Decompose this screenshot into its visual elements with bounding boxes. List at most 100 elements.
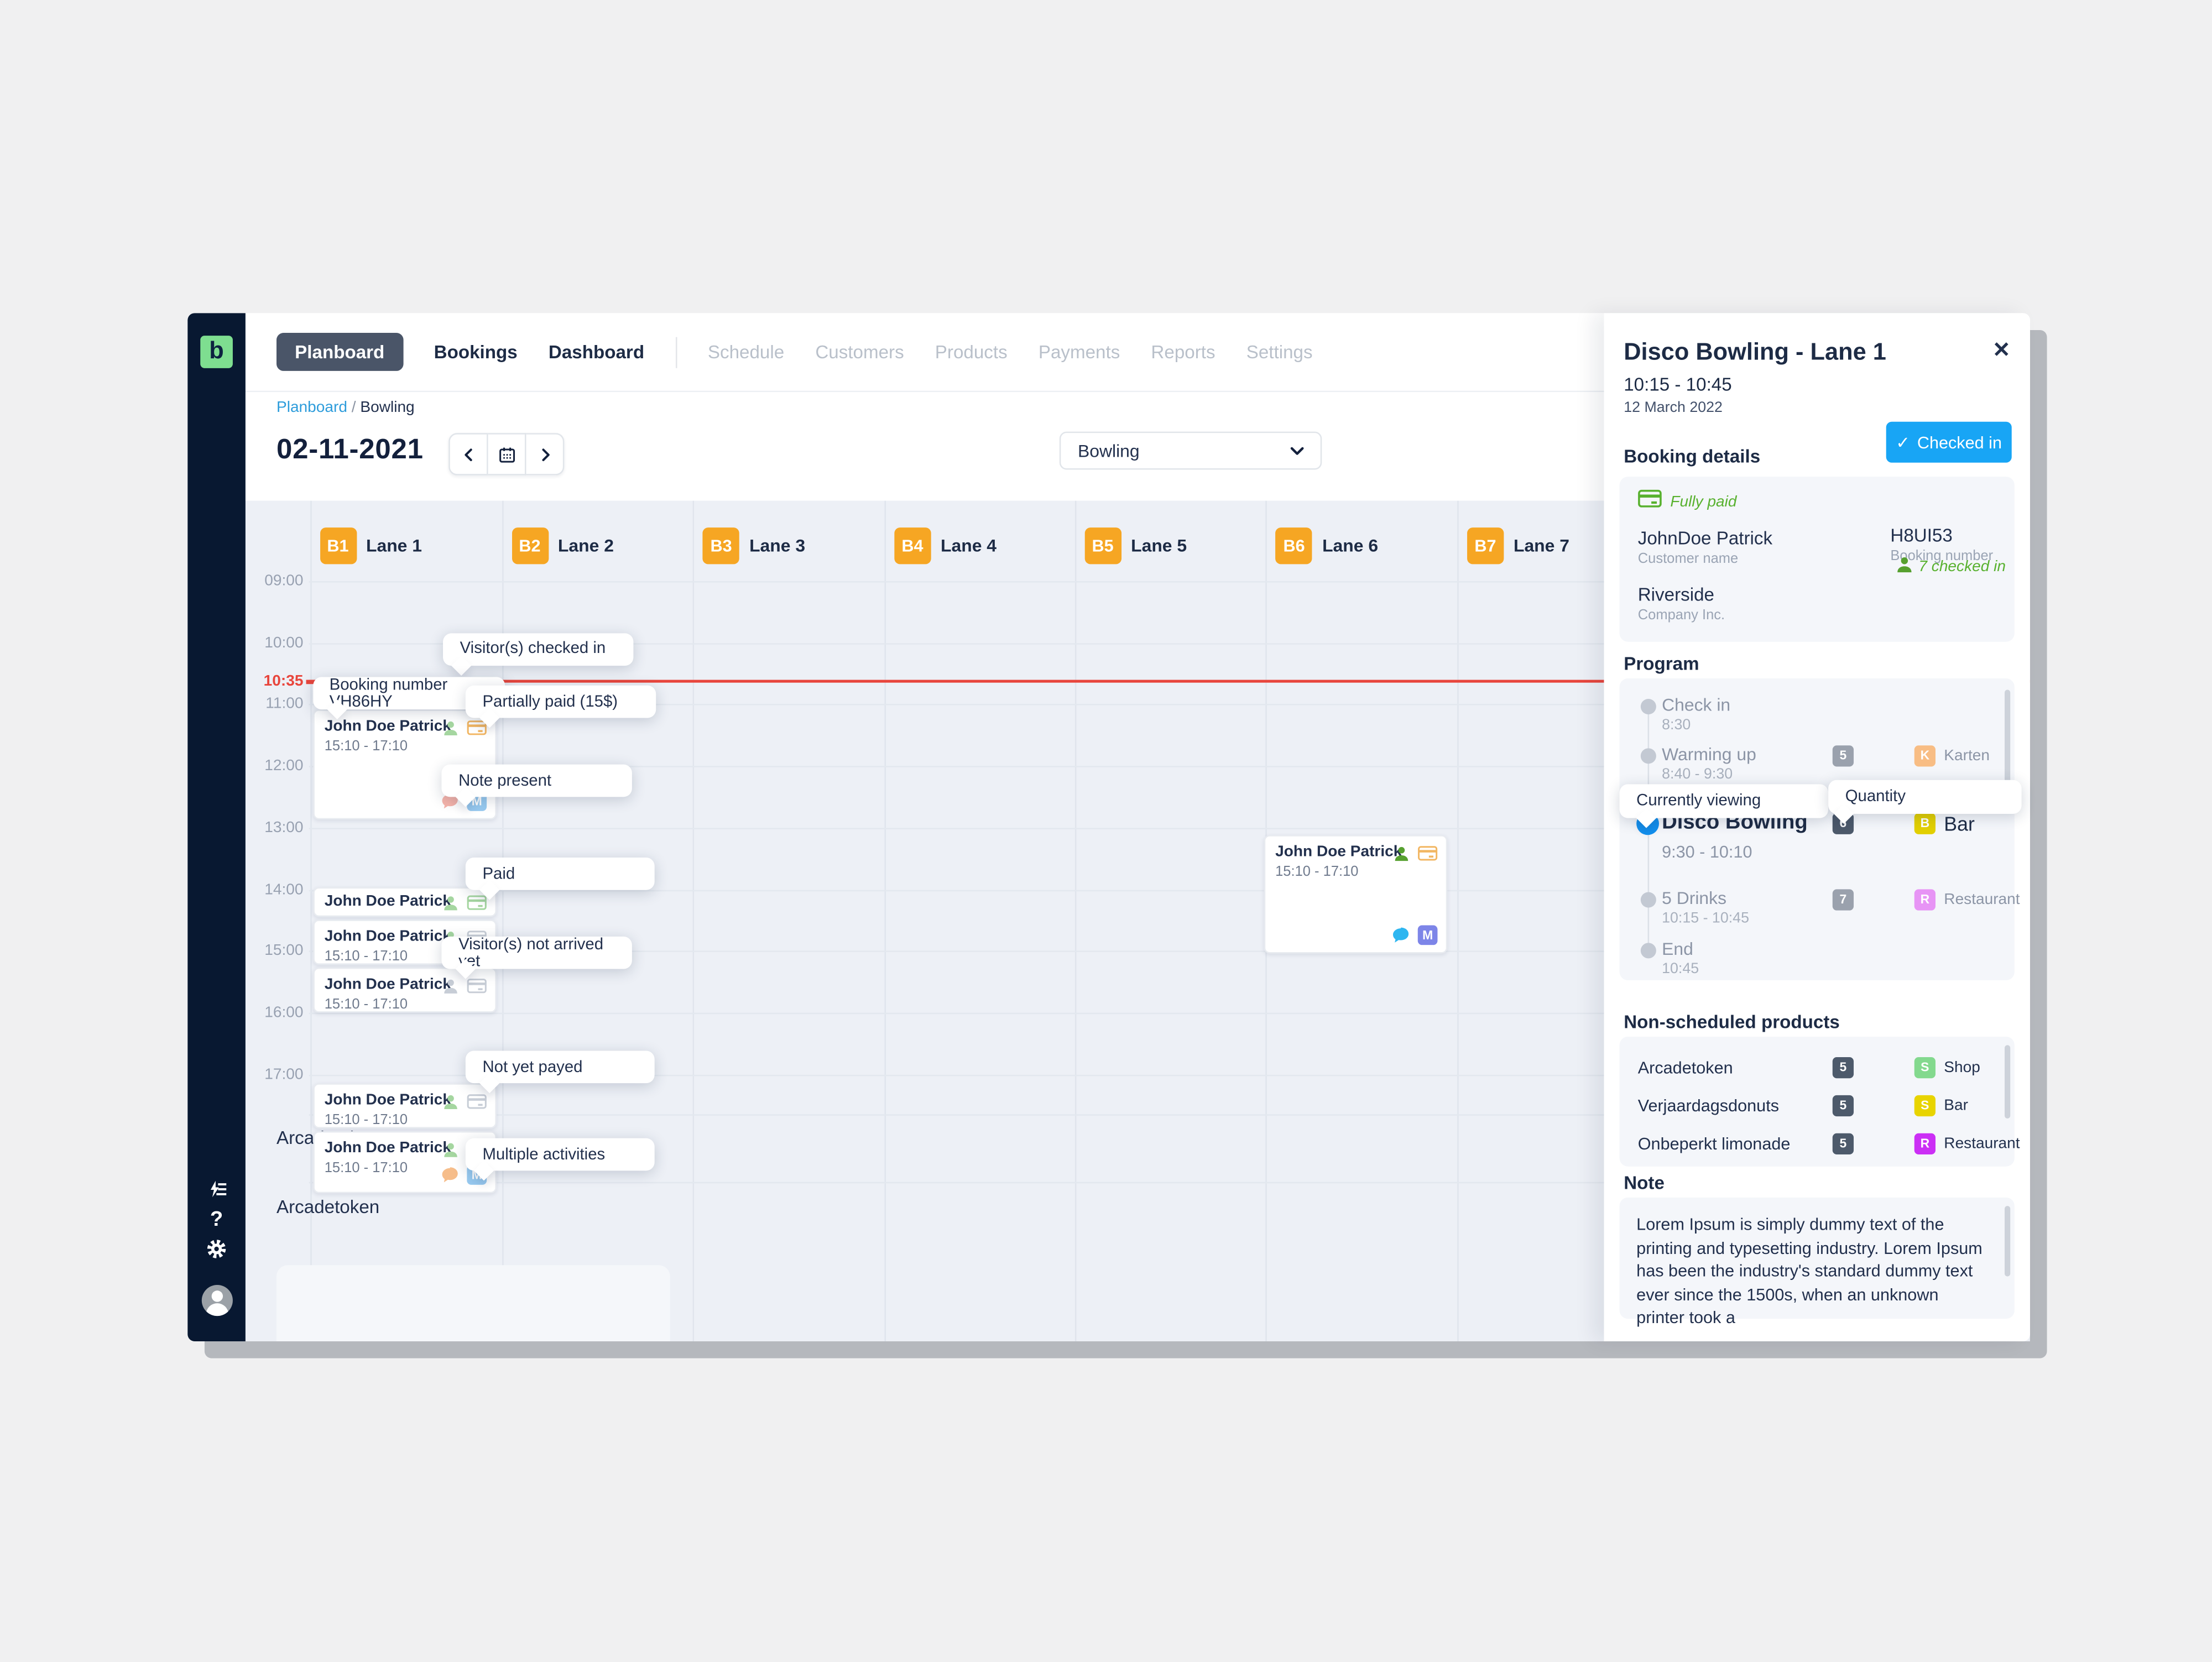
customer-name: JohnDoe Patrick <box>1637 527 1773 549</box>
next-day-button[interactable] <box>526 433 565 475</box>
scrollbar-thumb[interactable] <box>2004 689 2011 806</box>
settings-gear-icon[interactable] <box>187 1238 246 1267</box>
booking-customer: John Doe Patrick <box>324 976 451 993</box>
booking-customer: John Doe Patrick <box>324 1091 451 1109</box>
tab-dashboard[interactable]: Dashboard <box>548 341 645 363</box>
program-step-time: 9:30 - 10:10 <box>1662 842 1752 862</box>
date-navigation <box>448 433 565 475</box>
lane-label: Lane 6 <box>1322 536 1379 556</box>
program-heading: Program <box>1624 653 1699 675</box>
lane-badge: B7 <box>1467 527 1504 565</box>
note-card: Lorem Ipsum is simply dummy text of the … <box>1619 1197 2015 1327</box>
current-time-tick <box>306 680 316 684</box>
product-type-label: Bar <box>1944 1097 1968 1115</box>
tab-reports[interactable]: Reports <box>1151 341 1215 363</box>
tooltip-currently-viewing: Currently viewing <box>1619 784 1829 828</box>
booking-card[interactable]: John Doe Patrick 15:10 - 17:10 <box>313 1083 497 1128</box>
quantity-badge: 7 <box>1832 889 1854 911</box>
tab-customers[interactable]: Customers <box>815 341 904 363</box>
breadcrumb-planboard-link[interactable]: Planboard <box>276 399 347 416</box>
time-label: 10:00 <box>264 634 304 651</box>
product-name: Onbeperkt limonade <box>1637 1134 1791 1154</box>
product-type-icon: R <box>1914 889 1936 911</box>
booking-detail-panel: Disco Bowling - Lane 1 ✕ 10:15 - 10:45 1… <box>1604 313 2030 1342</box>
credit-card-icon <box>467 893 487 913</box>
grid-line <box>309 642 2030 645</box>
product-type-label: Shop <box>1944 1059 1980 1076</box>
chat-icon <box>440 1165 460 1185</box>
grid-line <box>309 1114 2030 1116</box>
lane-label: Lane 5 <box>1131 536 1187 556</box>
booking-customer: John Doe Patrick <box>324 892 451 910</box>
breadcrumb: Planboard / Bowling <box>276 399 415 416</box>
message-badge-icon: M <box>1417 925 1438 945</box>
tooltip-partially-paid: Partially paid (15$) <box>465 685 656 728</box>
company-name: Riverside <box>1637 584 1714 605</box>
close-icon[interactable]: ✕ <box>1992 338 2011 363</box>
booking-card[interactable]: John Doe Patrick 15:10 - 17:10 <box>313 967 497 1013</box>
product-type-label: Restaurant <box>1944 891 2020 908</box>
scrollbar-thumb[interactable] <box>2004 1045 2011 1119</box>
tab-schedule[interactable]: Schedule <box>707 341 785 363</box>
grid-line <box>309 500 311 1342</box>
booking-card[interactable]: John Doe Patrick <box>313 887 497 917</box>
grid-line <box>1074 500 1076 1342</box>
lane-label: Lane 4 <box>941 536 997 556</box>
grid-line <box>884 500 886 1342</box>
lane-label: Lane 3 <box>749 536 806 556</box>
program-step-title[interactable]: Warming up <box>1662 744 1756 765</box>
changelog-icon[interactable] <box>187 1179 246 1206</box>
calendar-button[interactable] <box>488 433 526 475</box>
activity-dropdown[interactable]: Bowling <box>1059 431 1322 470</box>
scrollbar-thumb[interactable] <box>2004 1206 2011 1277</box>
resource-row-label: Arcadetoken <box>276 1196 380 1217</box>
prev-day-button[interactable] <box>448 433 488 475</box>
grid-line <box>309 766 2030 767</box>
help-icon[interactable]: ? <box>210 1207 223 1232</box>
grid-line <box>309 889 2030 891</box>
credit-card-icon <box>467 718 487 738</box>
tab-planboard[interactable]: Planboard <box>276 333 403 371</box>
app-window: b ? Planboard Bookings Dashboard Schedul… <box>187 313 2030 1342</box>
empty-resource-area <box>276 1265 670 1342</box>
person-icon <box>1895 555 1914 583</box>
tab-payments[interactable]: Payments <box>1038 341 1120 363</box>
lane-badge: B4 <box>894 527 931 565</box>
tab-bookings[interactable]: Bookings <box>434 341 518 363</box>
person-icon <box>440 893 460 913</box>
user-avatar[interactable] <box>187 1284 246 1323</box>
timeline-node <box>1640 943 1656 959</box>
panel-title: Disco Bowling - Lane 1 <box>1624 338 1886 365</box>
timeline-node <box>1640 699 1656 715</box>
lane-badge: B6 <box>1275 527 1313 565</box>
tab-products[interactable]: Products <box>935 341 1008 363</box>
chat-icon <box>440 791 460 811</box>
booking-details-card: Fully paid JohnDoe Patrick Customer name… <box>1619 477 2015 642</box>
customer-name-label: Customer name <box>1637 551 1739 567</box>
program-step-time: 10:15 - 10:45 <box>1662 910 1749 927</box>
timeline-node <box>1640 748 1656 764</box>
nav-divider <box>675 336 677 368</box>
quantity-badge: 5 <box>1832 1095 1854 1117</box>
time-label: 13:00 <box>264 819 304 837</box>
program-step-time: 8:30 <box>1662 716 1691 734</box>
product-name: Arcadetoken <box>1637 1058 1733 1078</box>
booking-customer: John Doe Patrick <box>324 1140 451 1157</box>
product-type-label: Bar <box>1944 812 1975 835</box>
credit-card-icon <box>1418 844 1438 864</box>
lane-label: Lane 1 <box>366 536 422 556</box>
booking-card[interactable]: John Doe Patrick 15:10 - 17:10 M <box>1264 835 1448 954</box>
program-step-title[interactable]: End <box>1662 939 1693 959</box>
checked-in-button[interactable]: ✓ Checked in <box>1886 421 2012 463</box>
tooltip-quantity: Quantity <box>1828 780 2022 824</box>
lane-badge: B1 <box>319 527 357 565</box>
product-type-icon: K <box>1914 745 1936 767</box>
program-step-title[interactable]: 5 Drinks <box>1662 889 1727 908</box>
tab-settings[interactable]: Settings <box>1246 341 1313 363</box>
grid-line <box>309 950 2030 953</box>
app-logo[interactable]: b <box>200 336 233 368</box>
grid-line <box>309 704 2030 706</box>
check-icon: ✓ <box>1896 432 1911 452</box>
grid-line <box>309 827 2030 829</box>
program-step-title[interactable]: Check in <box>1662 695 1731 715</box>
